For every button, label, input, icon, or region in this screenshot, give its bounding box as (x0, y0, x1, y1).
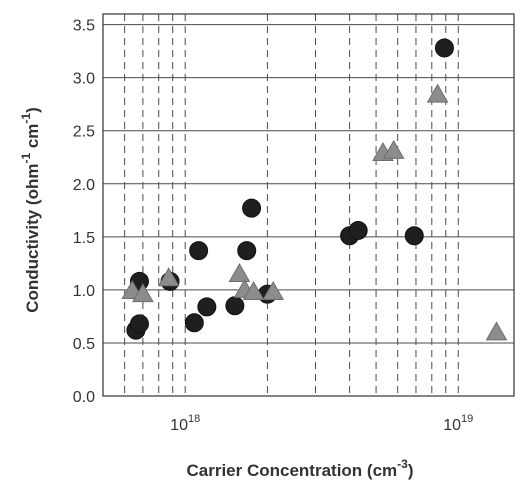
grid (103, 14, 514, 396)
circle-point (225, 296, 245, 316)
circle-point (348, 220, 368, 240)
triangle-point (485, 321, 508, 341)
circle-point (184, 313, 204, 333)
circle-point (434, 38, 454, 58)
x-tick-label: 1018 (170, 413, 200, 434)
triangle-point (157, 267, 180, 287)
circle-point (242, 198, 262, 218)
x-tick-label: 1019 (443, 413, 473, 434)
y-tick-label: 0.0 (73, 389, 95, 406)
y-axis-label: Conductivity (ohm-1 cm-1) (19, 107, 42, 313)
circle-point (404, 226, 424, 246)
triangle-point (228, 262, 251, 282)
x-axis-label: Carrier Concentration (cm-3) (186, 457, 413, 480)
circle-point (189, 241, 209, 261)
tick-labels: 0.0 0.5 1.0 1.5 2.0 2.5 3.0 3.5 1018 1019 (73, 18, 474, 434)
y-tick-label: 0.5 (73, 336, 95, 353)
y-tick-label: 1.0 (73, 283, 95, 300)
y-tick-label: 3.0 (73, 71, 95, 88)
triangle-point (132, 283, 154, 303)
triangle-point (242, 281, 265, 301)
triangle-point (382, 139, 405, 159)
circle-point (129, 314, 149, 334)
circle-point (237, 241, 257, 261)
y-tick-label: 2.0 (73, 177, 95, 194)
triangle-point (426, 83, 449, 103)
plot-frame (102, 13, 515, 397)
data-points (121, 38, 508, 341)
y-tick-label: 1.5 (73, 230, 95, 247)
y-tick-label: 3.5 (73, 18, 95, 35)
y-tick-label: 2.5 (73, 124, 95, 141)
circle-point (197, 297, 217, 317)
triangle-point (262, 281, 285, 301)
